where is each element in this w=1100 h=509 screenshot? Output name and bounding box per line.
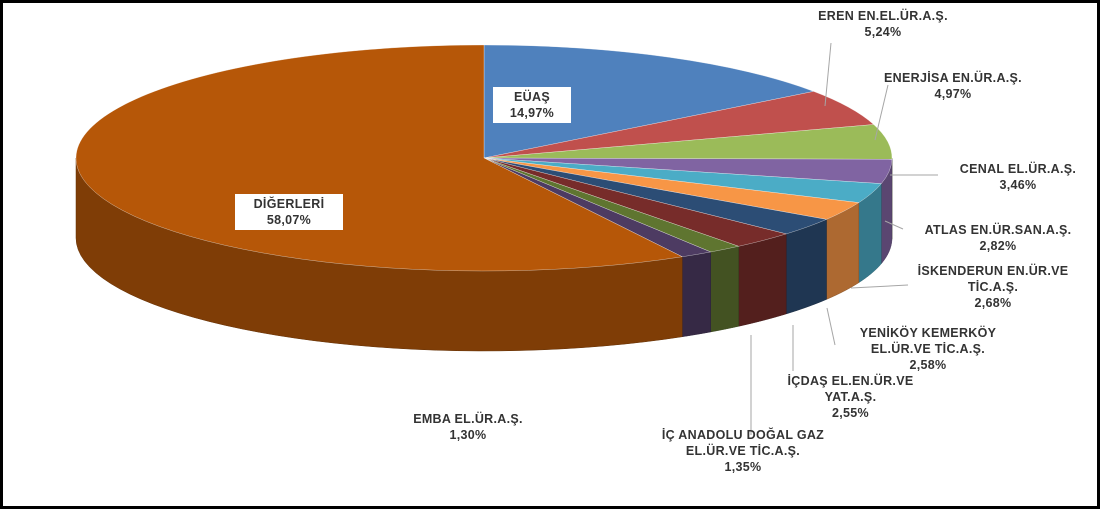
data-label: ATLAS EN.ÜR.SAN.A.Ş. 2,82% [898, 222, 1097, 254]
data-label: YENİKÖY KEMERKÖY EL.ÜR.VE TİC.A.Ş. 2,58% [843, 325, 1013, 373]
slice-value: 1,30% [449, 428, 487, 442]
leader-line [824, 42, 832, 107]
slice-value: 58,07% [266, 213, 312, 227]
slice-name: EREN EN.EL.ÜR.A.Ş. [818, 9, 948, 23]
slice-name: İSKENDERUN EN.ÜR.VE TİC.A.Ş. [917, 264, 1069, 294]
slice-value: 2,68% [974, 296, 1012, 310]
data-label: EREN EN.EL.ÜR.A.Ş. 5,24% [773, 8, 993, 40]
slice-name: ENERJİSA EN.ÜR.A.Ş. [884, 71, 1022, 85]
data-label: DİĞERLERİ 58,07% [235, 194, 343, 230]
slice-side [738, 233, 787, 327]
leader-line [884, 220, 904, 230]
leader-line [874, 84, 889, 141]
slice-name: DİĞERLERİ [253, 197, 325, 211]
slice-value: 2,55% [832, 406, 869, 420]
data-label: İSKENDERUN EN.ÜR.VE TİC.A.Ş. 2,68% [903, 263, 1083, 311]
slice-side [785, 219, 827, 315]
slice-name: ATLAS EN.ÜR.SAN.A.Ş. [924, 223, 1072, 237]
slice-name: CENAL EL.ÜR.A.Ş. [959, 162, 1077, 176]
data-label: İÇDAŞ EL.EN.ÜR.VE YAT.A.Ş. 2,55% [778, 373, 923, 421]
slice-value: 2,82% [979, 239, 1017, 253]
leader-line [850, 284, 909, 289]
leader-line [826, 307, 836, 346]
slice-value: 5,24% [864, 25, 902, 39]
data-label: CENAL EL.ÜR.A.Ş. 3,46% [933, 161, 1097, 193]
slice-name: İÇDAŞ EL.EN.ÜR.VE YAT.A.Ş. [787, 374, 914, 404]
slice-value: 2,58% [909, 358, 947, 372]
data-label: İÇ ANADOLU DOĞAL GAZ EL.ÜR.VE TİC.A.Ş. 1,… [638, 427, 848, 475]
slice-side [682, 251, 711, 338]
pie-canvas [75, 42, 938, 435]
data-label: EMBA EL.ÜR.A.Ş. 1,30% [383, 411, 553, 443]
slice-side [710, 245, 739, 333]
slice [75, 44, 683, 272]
slice [483, 44, 815, 159]
slice-name: EMBA EL.ÜR.A.Ş. [413, 412, 523, 426]
slice-value: 1,35% [724, 460, 762, 474]
data-label: EÜAŞ 14,97% [493, 87, 571, 123]
slice-value: 14,97% [509, 106, 555, 120]
slice-name: YENİKÖY KEMERKÖY EL.ÜR.VE TİC.A.Ş. [859, 326, 997, 356]
slice-name: EÜAŞ [514, 90, 550, 104]
slice-name: İÇ ANADOLU DOĞAL GAZ EL.ÜR.VE TİC.A.Ş. [661, 428, 825, 458]
slice-value: 3,46% [999, 178, 1037, 192]
data-label: ENERJİSA EN.ÜR.A.Ş. 4,97% [863, 70, 1043, 102]
slice-value: 4,97% [934, 87, 972, 101]
